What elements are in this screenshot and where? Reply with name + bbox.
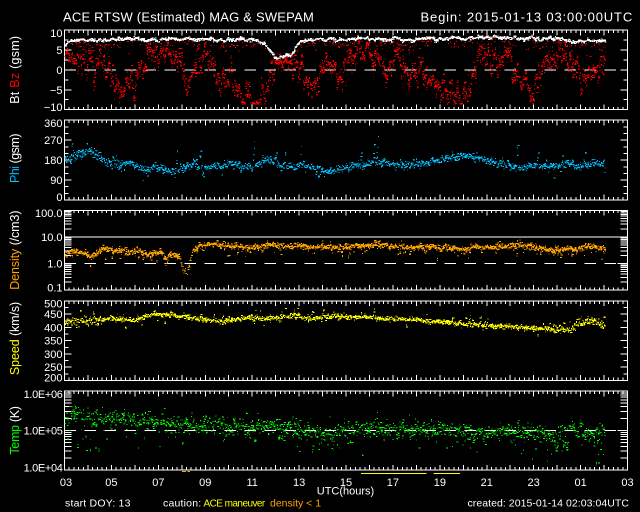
svg-text:ACE RTSW (Estimated) MAG & SWE: ACE RTSW (Estimated) MAG & SWEPAM [63, 10, 314, 25]
svg-text:500: 500 [44, 299, 62, 311]
svg-text:created: 2015-01-14 02:03:04UT: created: 2015-01-14 02:03:04UTC [468, 498, 630, 510]
svg-text:07: 07 [152, 477, 164, 489]
svg-text:200: 200 [44, 373, 62, 385]
svg-text:start DOY: 13: start DOY: 13 [65, 498, 131, 510]
svg-text:1.0E+04: 1.0E+04 [24, 462, 63, 474]
svg-text:09: 09 [199, 477, 211, 489]
svg-text:450: 450 [44, 309, 62, 321]
svg-text:11: 11 [246, 477, 257, 489]
svg-text:Speed (km/s): Speed (km/s) [8, 302, 22, 375]
svg-text:10: 10 [50, 28, 62, 40]
svg-text:03: 03 [60, 477, 72, 489]
svg-text:15: 15 [340, 477, 352, 489]
svg-text:01: 01 [574, 477, 586, 489]
svg-text:05: 05 [105, 477, 117, 489]
svg-text:180: 180 [44, 155, 62, 167]
svg-text:Begin: 2015-01-13 03:00:00UTC: Begin: 2015-01-13 03:00:00UTC [421, 10, 634, 25]
svg-text:90: 90 [50, 175, 62, 187]
svg-text:400: 400 [44, 322, 62, 334]
svg-text:ACE maneuver: ACE maneuver [204, 499, 266, 510]
svg-text:17: 17 [387, 477, 399, 489]
svg-text:0: 0 [56, 65, 62, 77]
svg-text:1.0E+05: 1.0E+05 [24, 426, 63, 438]
svg-text:13: 13 [293, 477, 305, 489]
svg-text:Density (/cm3): Density (/cm3) [8, 211, 22, 290]
svg-text:10.0: 10.0 [41, 232, 62, 244]
svg-text:250: 250 [44, 362, 62, 374]
svg-text:0.1: 0.1 [47, 282, 62, 294]
svg-text:0: 0 [56, 192, 62, 204]
svg-text:300: 300 [44, 349, 62, 361]
svg-text:−10: −10 [44, 102, 63, 114]
svg-text:5: 5 [56, 45, 62, 57]
svg-text:UTC(hours): UTC(hours) [317, 486, 374, 498]
svg-text:360: 360 [44, 118, 62, 130]
svg-text:100.0: 100.0 [35, 208, 63, 220]
svg-text:Temp (K): Temp (K) [8, 406, 22, 454]
svg-text:23: 23 [528, 477, 540, 489]
svg-text:03: 03 [621, 477, 633, 489]
svg-text:19: 19 [434, 477, 446, 489]
svg-text:density < 1: density < 1 [270, 498, 321, 510]
svg-text:350: 350 [44, 336, 62, 348]
svg-text:1.0: 1.0 [47, 259, 62, 271]
svg-text:21: 21 [481, 477, 493, 489]
svg-text:Phi (gsm): Phi (gsm) [8, 134, 22, 183]
svg-text:caution:: caution: [163, 498, 201, 510]
svg-text:1.0E+06: 1.0E+06 [24, 389, 63, 401]
svg-text:Bt Bz (gsm): Bt Bz (gsm) [8, 36, 22, 104]
svg-text:−5: −5 [50, 85, 63, 97]
svg-text:270: 270 [44, 135, 62, 147]
